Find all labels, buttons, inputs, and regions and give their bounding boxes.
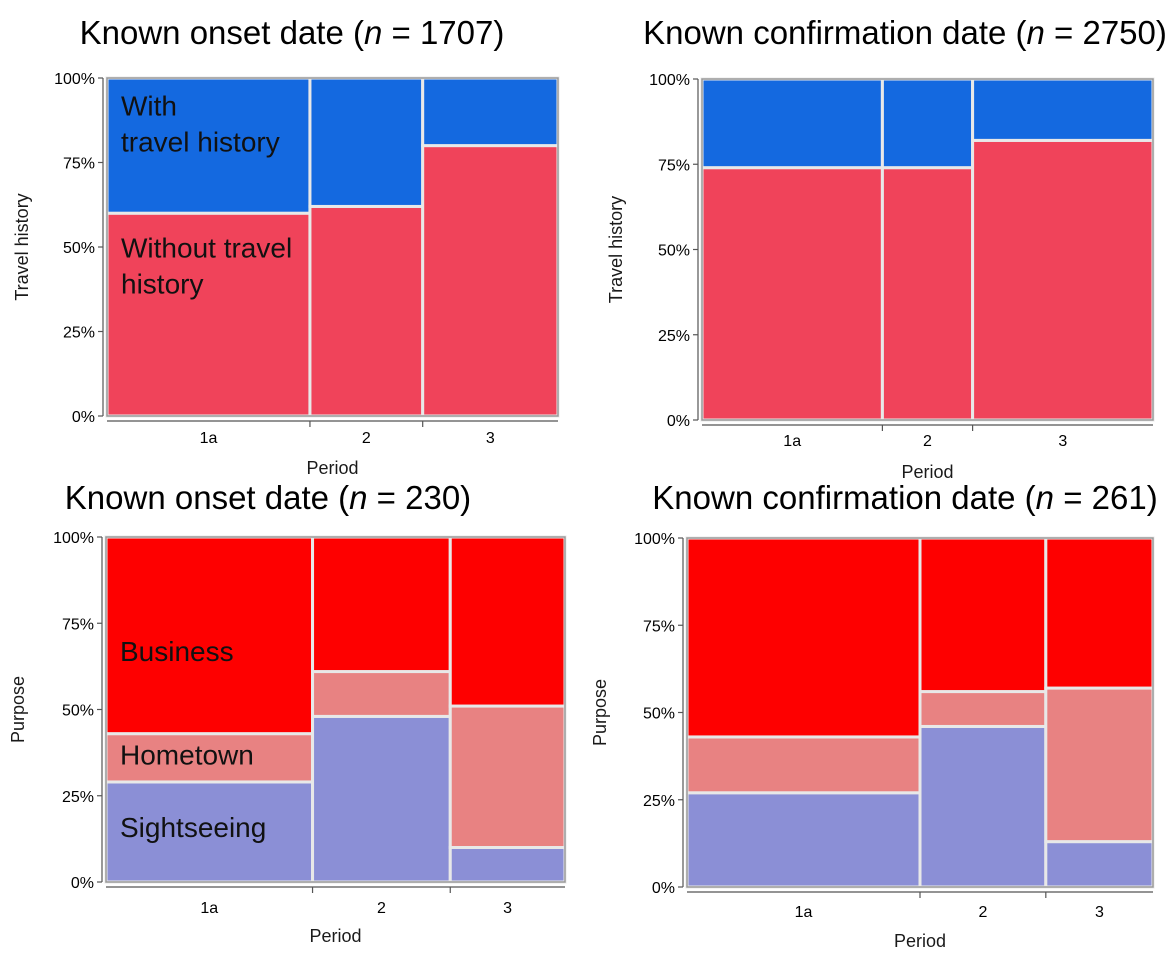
- mosaic-cell-business-3: [1044, 536, 1155, 690]
- plot-frame: [701, 78, 1154, 421]
- y-tick-label: 50%: [63, 240, 95, 257]
- annotation-label: history: [121, 268, 203, 299]
- annotation-label: Sightseeing: [120, 812, 266, 843]
- mosaic-cell-without-travel-history-1a: [700, 166, 884, 422]
- y-tick-label: 100%: [54, 71, 95, 88]
- plot-frame: [686, 537, 1154, 888]
- y-axis-label: Purpose: [590, 679, 610, 746]
- chart-title-count: = 230): [368, 479, 472, 516]
- x-tick-label: 3: [1058, 433, 1067, 450]
- mosaic-cell-with-travel-history-1a: [105, 76, 312, 215]
- panel-3: Known onset date (n = 230) 0% 25% 50% 75% 100…: [8, 479, 567, 946]
- x-tick-label: 2: [377, 900, 386, 917]
- y-axis-label: Travel history: [12, 193, 32, 300]
- chart-title-n: n: [1036, 479, 1054, 516]
- annotation-label: Without travel: [121, 232, 292, 263]
- annotation-label: Business: [120, 636, 234, 667]
- y-tick-label: 0%: [72, 409, 95, 426]
- chart-title-text: Known confirmation date (: [652, 479, 1035, 516]
- annotation-label: Hometown: [120, 740, 254, 771]
- panel-1: Known onset date (n = 1707) 0% 25% 50% 75% 10…: [12, 14, 560, 478]
- y-tick-label: 50%: [643, 706, 675, 723]
- mosaic-cell-business-2: [918, 536, 1048, 694]
- annotation-label: With: [121, 91, 177, 122]
- mosaic-cell-sightseeing-3: [448, 846, 567, 884]
- chart-title-count: = 2750): [1045, 14, 1167, 51]
- y-axis-label: Purpose: [8, 676, 28, 743]
- y-tick-label: 100%: [53, 530, 94, 547]
- y-tick-label: 25%: [62, 789, 94, 806]
- mosaic-cell-hometown-2: [918, 690, 1048, 728]
- x-axis-label: Period: [306, 458, 358, 478]
- y-tick-label: 75%: [643, 618, 675, 635]
- mosaic-cell-sightseeing-3: [1044, 840, 1155, 889]
- y-tick-label: 25%: [63, 325, 95, 342]
- y-tick-label: 75%: [63, 156, 95, 173]
- mosaic-cell-business-1a: [685, 536, 922, 739]
- mosaic-cell-sightseeing-2: [311, 714, 452, 884]
- x-tick-label: 3: [1095, 904, 1104, 921]
- mosaic-cell-business-2: [311, 535, 452, 674]
- mosaic-cell-hometown-1a: [685, 735, 922, 795]
- mosaic-cell-without-travel-history-3: [421, 144, 560, 418]
- x-axis-label: Period: [309, 926, 361, 946]
- chart-title: Known confirmation date (n = 261): [652, 479, 1157, 516]
- annotation-label: travel history: [121, 127, 280, 158]
- y-tick-label: 50%: [658, 243, 690, 260]
- x-tick-label: 2: [923, 433, 932, 450]
- mosaic-cell-without-travel-history-2: [308, 204, 425, 418]
- x-tick-label: 1a: [795, 904, 813, 921]
- panel-4: Known confirmation date (n = 261) 0% 25% 50…: [590, 479, 1158, 951]
- chart-title-text: Known onset date (: [65, 479, 349, 516]
- y-tick-label: 75%: [658, 157, 690, 174]
- plot-frame: [106, 77, 559, 417]
- mosaic-cell-hometown-3: [1044, 686, 1155, 844]
- chart-title-text: Known confirmation date (: [643, 14, 1026, 51]
- chart-title-n: n: [364, 14, 382, 51]
- y-tick-label: 100%: [649, 72, 690, 89]
- y-tick-label: 0%: [667, 413, 690, 430]
- mosaic-cell-hometown-2: [311, 670, 452, 718]
- chart-title-n: n: [349, 479, 367, 516]
- panel-2: Known confirmation date (n = 2750) 0% 25% 5…: [606, 14, 1167, 482]
- chart-title-count: = 261): [1054, 479, 1158, 516]
- chart-title: Known confirmation date (n = 2750): [643, 14, 1167, 51]
- y-tick-label: 25%: [643, 793, 675, 810]
- mosaic-cell-with-travel-history-3: [421, 76, 560, 148]
- x-tick-label: 2: [362, 430, 371, 447]
- y-tick-label: 0%: [71, 875, 94, 892]
- mosaic-cell-without-travel-history-2: [880, 166, 975, 422]
- chart-title: Known onset date (n = 230): [65, 479, 471, 516]
- mosaic-cell-business-3: [448, 535, 567, 708]
- y-axis-label: Travel history: [606, 196, 626, 303]
- x-tick-label: 1a: [200, 430, 218, 447]
- y-tick-label: 25%: [658, 328, 690, 345]
- x-tick-label: 3: [503, 900, 512, 917]
- x-tick-label: 1a: [783, 433, 801, 450]
- mosaic-cell-with-travel-history-1a: [700, 77, 884, 170]
- mosaic-cell-with-travel-history-3: [971, 77, 1155, 142]
- mosaic-cell-sightseeing-2: [918, 724, 1048, 889]
- chart-title-text: Known onset date (: [80, 14, 364, 51]
- mosaic-cell-with-travel-history-2: [880, 77, 975, 170]
- y-tick-label: 0%: [652, 880, 675, 897]
- mosaic-cell-without-travel-history-3: [971, 138, 1155, 422]
- chart-title-count: = 1707): [382, 14, 504, 51]
- y-tick-label: 100%: [634, 531, 675, 548]
- chart-title: Known onset date (n = 1707): [80, 14, 505, 51]
- x-tick-label: 3: [486, 430, 495, 447]
- chart-title-n: n: [1027, 14, 1045, 51]
- y-tick-label: 75%: [62, 616, 94, 633]
- mosaic-cell-hometown-3: [448, 704, 567, 849]
- mosaic-cell-sightseeing-1a: [685, 791, 922, 889]
- mosaic-cell-with-travel-history-2: [308, 76, 425, 208]
- x-axis-label: Period: [901, 462, 953, 482]
- x-tick-label: 1a: [200, 900, 218, 917]
- plot-frame: [105, 536, 566, 883]
- y-tick-label: 50%: [62, 703, 94, 720]
- x-tick-label: 2: [978, 904, 987, 921]
- x-axis-label: Period: [894, 931, 946, 951]
